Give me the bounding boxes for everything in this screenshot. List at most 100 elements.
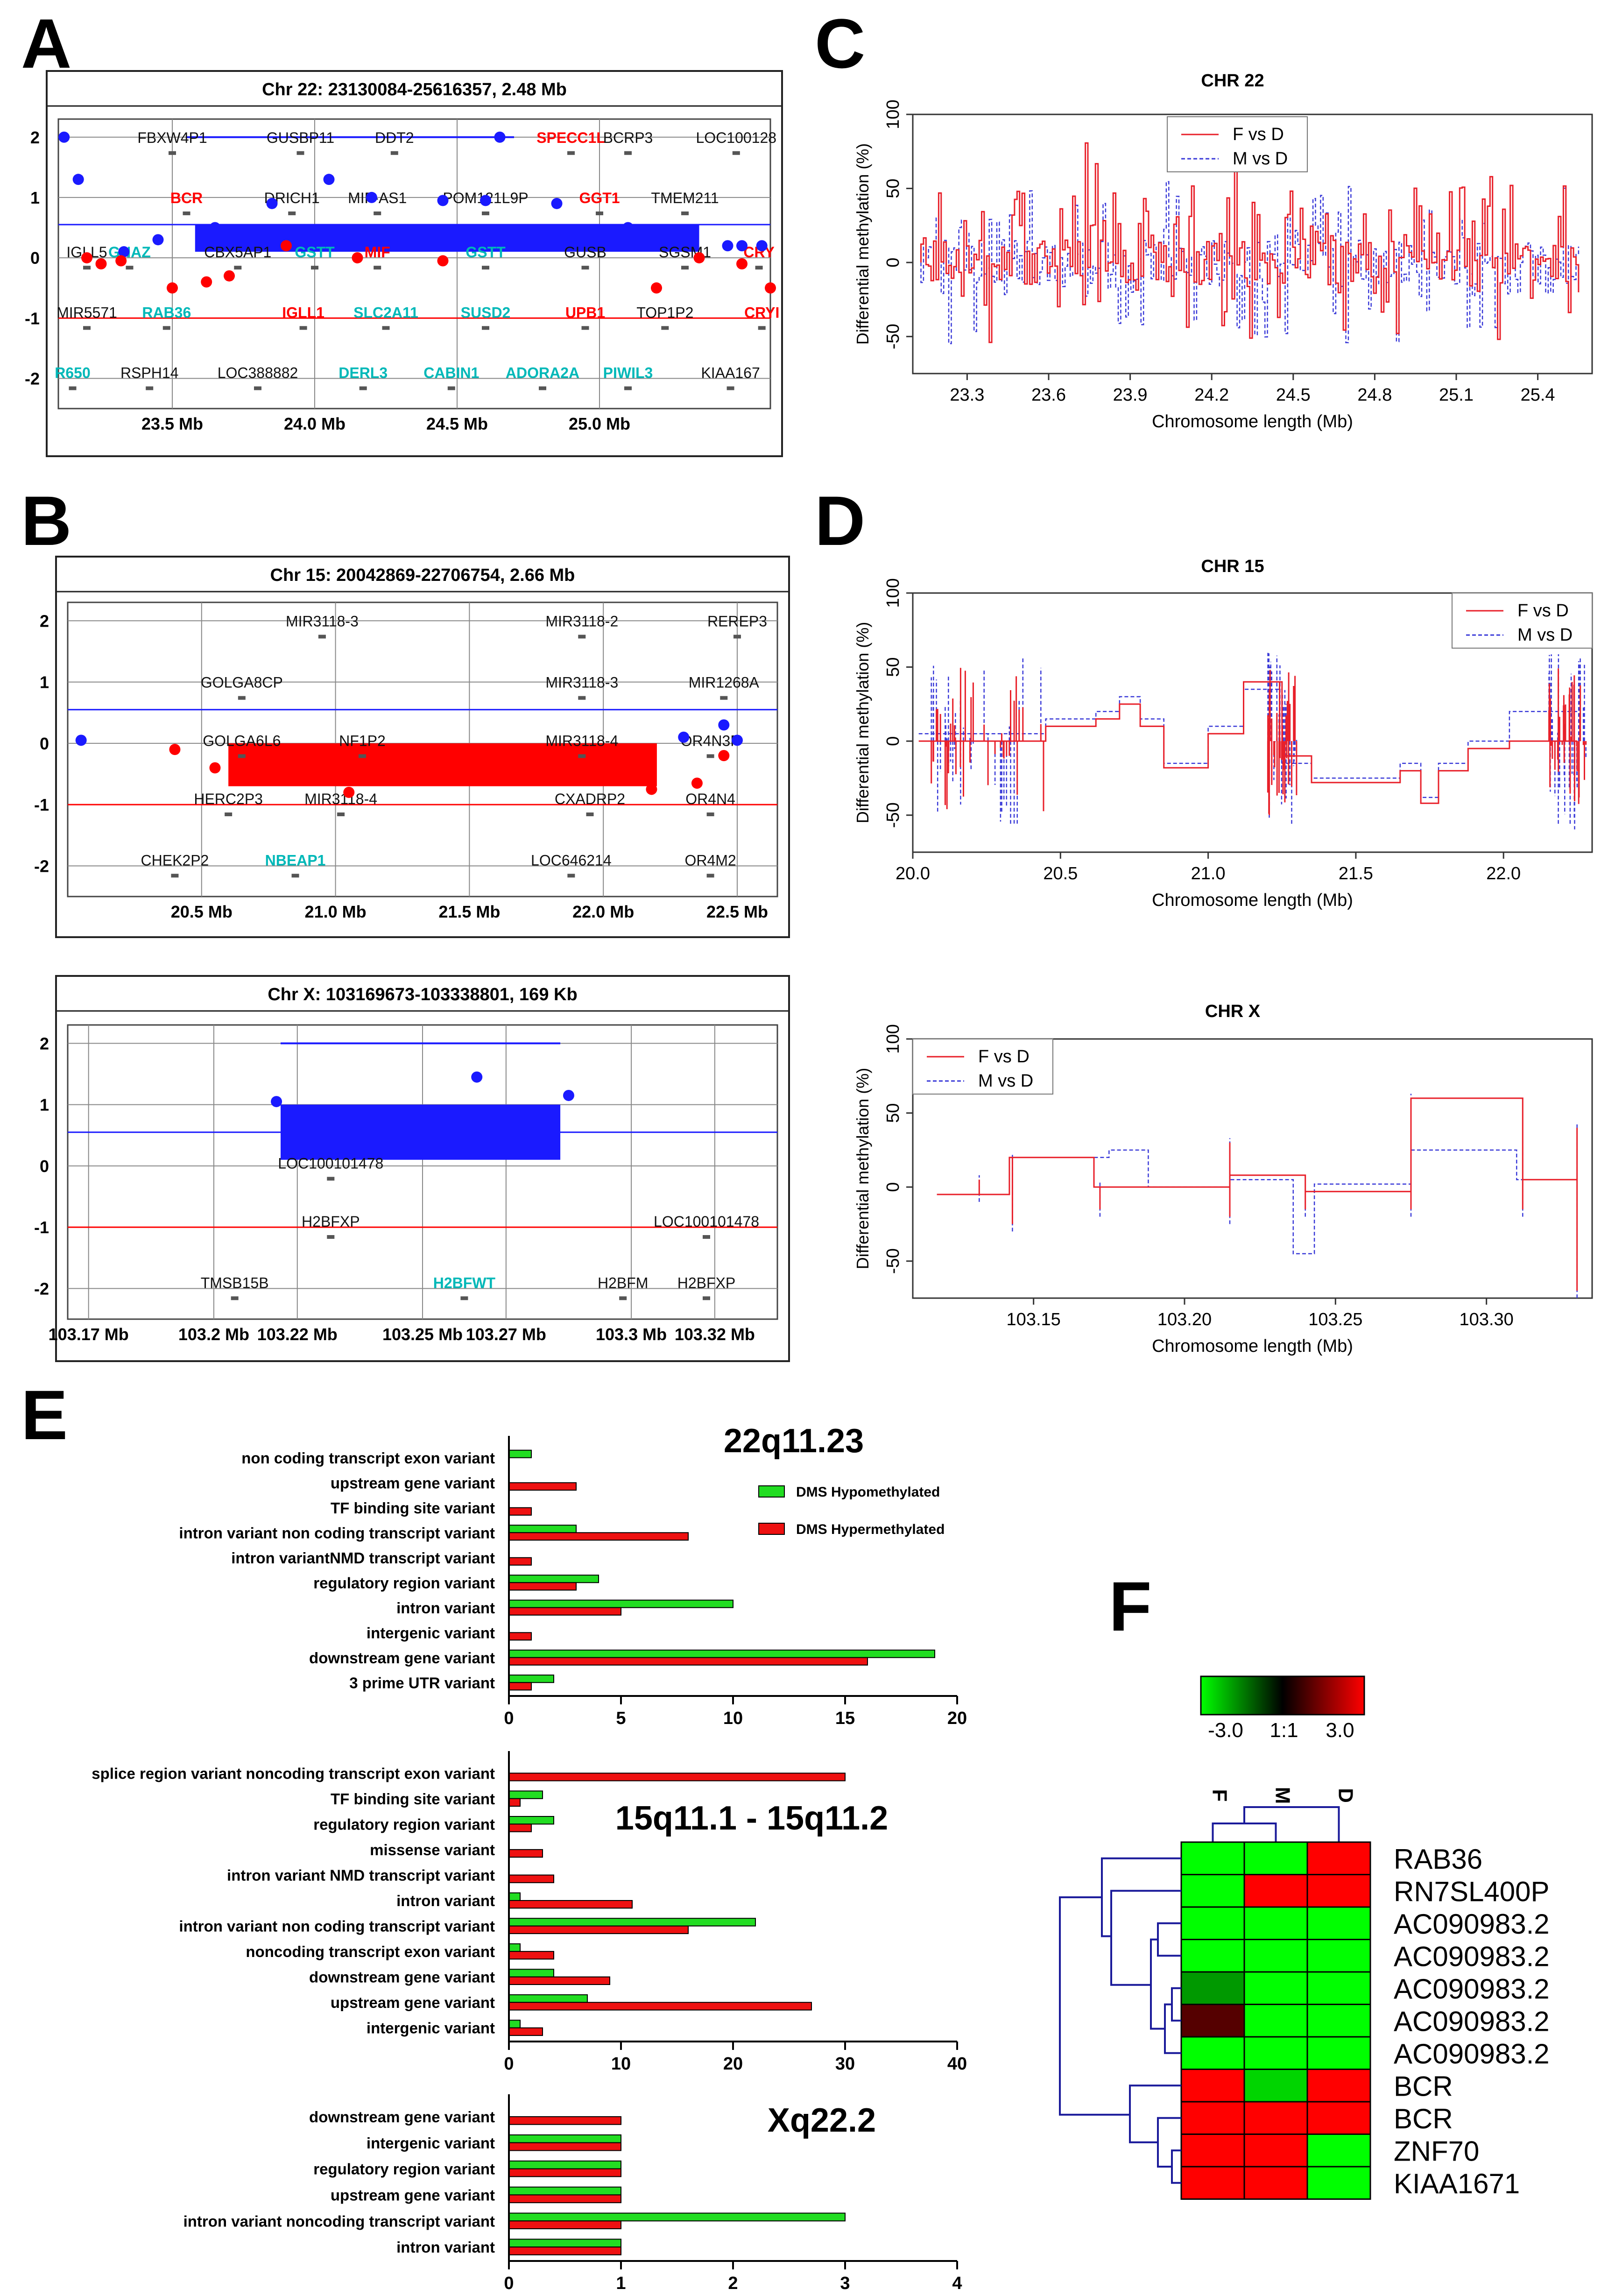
bar-hyper <box>508 1582 577 1591</box>
x-tick-label: 103.2 Mb <box>178 1325 249 1344</box>
x-tick-label: 25.0 Mb <box>569 414 630 433</box>
bar-hyper <box>508 1900 633 1909</box>
x-tick-label: 103.30 <box>1460 1310 1514 1329</box>
bar-hypo <box>508 1994 588 2003</box>
gene-bar <box>581 266 589 270</box>
gene-bar <box>567 151 575 155</box>
chart-title: 22q11.23 <box>724 1422 864 1460</box>
bar-hyper <box>508 1557 532 1566</box>
panel-title: CHR 22 <box>1201 71 1264 91</box>
gene-bar <box>288 211 296 215</box>
x-tick-label: 24.8 <box>1357 385 1392 405</box>
gene-label: MIR3118-4 <box>304 791 377 807</box>
y-tick-label: -2 <box>34 1279 49 1298</box>
gene-label: NBEAP1 <box>265 852 326 869</box>
heatmap-cell <box>1306 1874 1371 1908</box>
gene-bar <box>171 874 179 878</box>
legend-label-f: F vs D <box>978 1047 1030 1067</box>
row-label: AC090983.2 <box>1394 2006 1550 2037</box>
bar-hypo <box>508 1943 521 1952</box>
category-label: upstream gene variant <box>331 2186 495 2204</box>
x-tick-label: 20 <box>723 2054 743 2074</box>
gene-bar <box>83 326 91 330</box>
probe-dot-blue <box>209 222 221 233</box>
row-label: AC090983.2 <box>1394 2038 1550 2070</box>
bar-hypo <box>508 1649 935 1658</box>
category-label: downstream gene variant <box>309 1649 495 1667</box>
probe-dot-blue <box>152 234 164 246</box>
probe-dot-blue <box>266 198 278 209</box>
heatmap-panel-f: -3.0 1:1 3.0F M DRAB36RN7SL400PAC090983.2AC0… <box>1059 1675 1550 2200</box>
heatmap-cell <box>1306 2004 1371 2038</box>
panel-label-c: C <box>815 4 866 83</box>
category-label: downstream gene variant <box>309 2108 495 2126</box>
gene-bar <box>238 754 246 758</box>
gene-label: MIF-AS1 <box>348 190 407 206</box>
gene-bar <box>291 874 299 878</box>
gene-label: GGT1 <box>579 190 620 206</box>
bar-hyper <box>508 2116 621 2125</box>
category-label: intron variant <box>396 1599 495 1617</box>
gene-label: SLC2A11 <box>353 304 418 321</box>
x-tick-label: 103.25 Mb <box>382 1325 463 1344</box>
heatmap-cell <box>1243 2069 1308 2103</box>
bar-hypo <box>508 1599 733 1608</box>
bar-hyper <box>508 2027 543 2036</box>
bar-hyper <box>508 2220 621 2229</box>
x-tick-label: 103.15 <box>1007 1310 1061 1329</box>
gene-bar <box>619 1296 627 1300</box>
probe-dot-red <box>343 786 355 798</box>
bar-hyper <box>508 2142 621 2151</box>
x-tick-label: 20.5 <box>1043 864 1078 883</box>
category-label: intron variant <box>396 2239 495 2256</box>
category-label: intron variant non coding transcript var… <box>179 1524 495 1541</box>
bar-hyper <box>508 1798 521 1807</box>
row-label: AC090983.2 <box>1394 1941 1550 1972</box>
y-axis-label: Differential methylation (%) <box>853 143 872 345</box>
plot-frame <box>912 592 1593 853</box>
gene-label: FBXW4P1 <box>137 129 207 146</box>
heatmap-cell <box>1180 2036 1245 2070</box>
gene-label: BCRP3 <box>603 129 653 146</box>
gene-bar <box>661 326 669 330</box>
x-tick-label: 30 <box>835 2054 855 2074</box>
dmr-block <box>195 225 699 252</box>
y-tick-label: 50 <box>883 657 903 677</box>
gene-label: IGLL1 <box>282 304 324 321</box>
gene-bar <box>706 874 714 878</box>
x-tick-label: 21.5 Mb <box>438 902 500 921</box>
probe-dot-blue <box>731 735 743 746</box>
gene-bar <box>318 635 326 639</box>
methylation-panel-d-chrx: CHR X 103.15 103.20 103.25 103.30 -50 0 50 100 Ch… <box>853 1002 1593 1356</box>
gene-bar <box>296 151 304 155</box>
panel-title: CHR 15 <box>1201 557 1264 576</box>
gene-label: MIR3118-2 <box>545 613 618 629</box>
gene-bar <box>578 635 586 639</box>
bar-hyper <box>508 1657 868 1666</box>
gene-label: CHEK2P2 <box>141 852 209 869</box>
row-label: BCR <box>1394 2070 1453 2102</box>
gene-bar <box>581 326 589 330</box>
probe-dot-blue <box>323 174 335 185</box>
x-tick-label: 25.4 <box>1521 385 1555 405</box>
gene-label: RSPH14 <box>120 365 179 381</box>
y-tick-label: 100 <box>883 1024 903 1053</box>
y-tick-label: 1 <box>30 188 40 207</box>
gene-bar <box>359 386 367 390</box>
scale-label-mid: 1:1 <box>1269 1719 1298 1742</box>
panel-label-d: D <box>815 481 866 560</box>
gene-bar <box>586 812 594 816</box>
heatmap-cell <box>1180 2069 1245 2103</box>
gene-label: CRYI <box>744 304 779 321</box>
y-tick-label: 50 <box>883 1103 903 1123</box>
probe-dot-red <box>651 282 662 294</box>
gene-bar <box>681 266 689 270</box>
y-tick-label: -50 <box>883 1248 903 1274</box>
gene-bar <box>482 326 489 330</box>
y-tick-label: 1 <box>40 673 49 692</box>
x-tick-label: 21.0 Mb <box>305 902 367 921</box>
heatmap-cell <box>1306 2134 1371 2168</box>
heatmap-cell <box>1243 2134 1308 2168</box>
panel-label-b: B <box>21 481 72 560</box>
x-tick-label: 20.0 <box>896 864 930 883</box>
